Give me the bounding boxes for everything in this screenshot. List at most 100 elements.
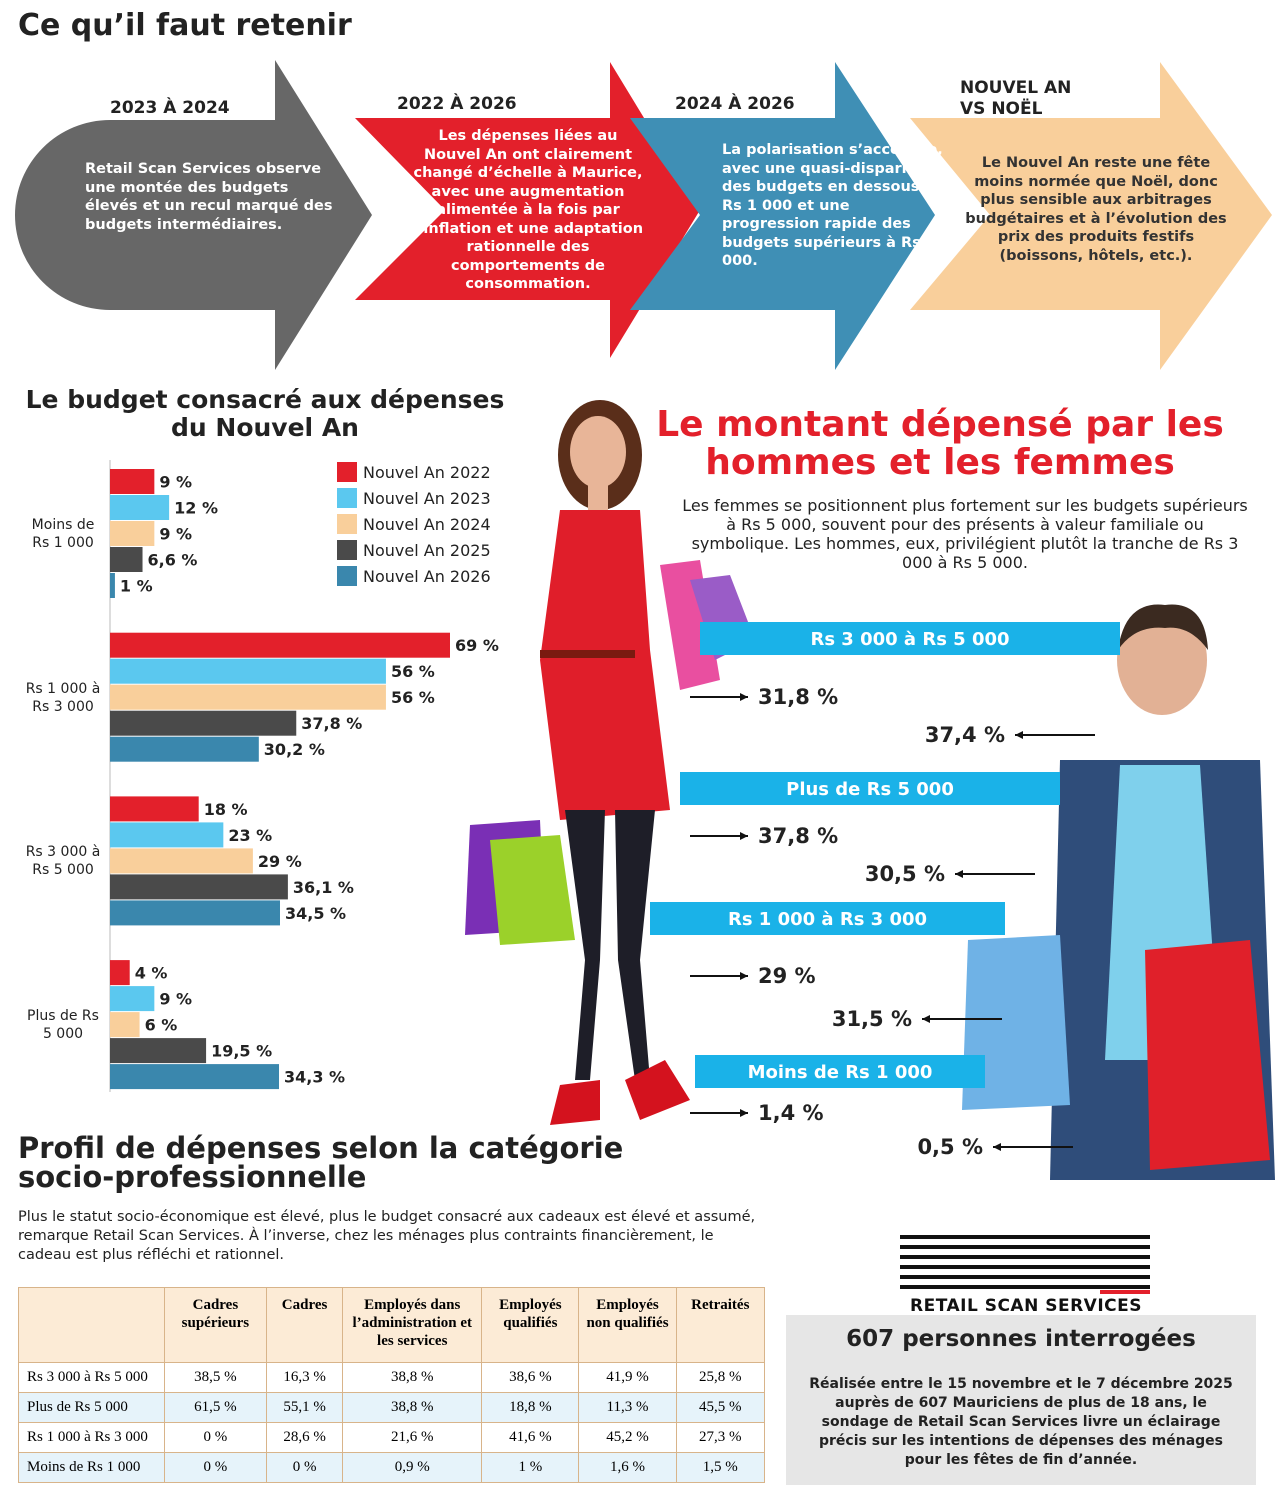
- category-label: Rs 1 000 à Rs 3 000: [728, 909, 927, 930]
- survey-text: Réalisée entre le 15 novembre et le 7 dé…: [809, 1376, 1233, 1468]
- table-cell: 0 %: [163, 1452, 267, 1483]
- legend-swatch: [337, 540, 357, 560]
- arrow-red: [355, 62, 700, 358]
- table-cell: 27,3 %: [675, 1422, 766, 1453]
- logo-text: RETAIL SCAN SERVICES: [910, 1296, 1142, 1316]
- table-cell: 0 %: [163, 1422, 267, 1453]
- arrow-text: Le Nouvel An reste une fête moins normée…: [965, 155, 1227, 264]
- table-cell: 45,5 %: [675, 1392, 766, 1423]
- value-label: 31,5 %: [832, 1007, 912, 1031]
- arrow-head: [740, 832, 748, 840]
- arrow-text: La polarisation s’accentue, avec une qua…: [722, 142, 945, 269]
- category-banner: [700, 622, 1120, 655]
- chart-title: Le budget consacré aux dépenses du Nouve…: [25, 385, 505, 442]
- column-header: Employés qualifiés: [481, 1287, 580, 1363]
- value-label: 0,5 %: [917, 1135, 983, 1159]
- value-label: 1 %: [120, 577, 153, 596]
- bar: [110, 1038, 207, 1064]
- table-cell: 21,6 %: [342, 1422, 483, 1453]
- arrow-peach: [910, 62, 1272, 370]
- table-cell: 45,2 %: [578, 1422, 677, 1453]
- table-cell: 1,5 %: [675, 1452, 766, 1483]
- row-label: Rs 1 000 à Rs 3 000: [18, 1422, 165, 1453]
- table-cell: 25,8 %: [675, 1362, 766, 1393]
- column-header: Retraités: [675, 1287, 766, 1363]
- bar: [110, 822, 224, 848]
- table-cell: 28,6 %: [265, 1422, 344, 1453]
- value-label: 29 %: [258, 852, 302, 871]
- row-label: Rs 3 000 à Rs 5 000: [18, 1362, 165, 1393]
- category-banner: [695, 1055, 985, 1088]
- arrow-head: [740, 693, 748, 701]
- category-banner: [680, 772, 1060, 805]
- arrow-head: [955, 870, 963, 878]
- bar: [110, 547, 143, 572]
- table-cell: 18,8 %: [481, 1392, 580, 1423]
- table-cell: 1 %: [481, 1452, 580, 1483]
- value-label: 9 %: [159, 990, 192, 1009]
- legend-label: Nouvel An 2026: [363, 567, 491, 586]
- legend-label: Nouvel An 2023: [363, 489, 491, 508]
- table-cell: 11,3 %: [578, 1392, 677, 1423]
- value-label: 34,5 %: [285, 904, 346, 923]
- value-label: 23 %: [228, 826, 272, 845]
- survey-box: [786, 1315, 1256, 1485]
- table-cell: 38,8 %: [342, 1392, 483, 1423]
- legend-label: Nouvel An 2022: [363, 463, 491, 482]
- table-cell: 61,5 %: [163, 1392, 267, 1423]
- value-label: 9 %: [159, 525, 192, 544]
- table-cell: 38,8 %: [342, 1362, 483, 1393]
- arrow-text: Retail Scan Services observe une montée …: [85, 161, 333, 233]
- table-cell: 55,1 %: [265, 1392, 344, 1423]
- legend-swatch: [337, 462, 357, 482]
- survey-title: 607 personnes interrogées: [846, 1326, 1196, 1352]
- category-label: Plus de Rs 5 000: [27, 1008, 99, 1043]
- value-label: 6,6 %: [148, 551, 198, 570]
- chart-title: Le montant dépensé par les hommes et les…: [656, 404, 1224, 483]
- bar: [110, 684, 386, 710]
- arrow-period: 2024 À 2026: [675, 94, 795, 114]
- row-label: Moins de Rs 1 000: [18, 1452, 165, 1483]
- category-label: Plus de Rs 5 000: [786, 779, 954, 800]
- data-table: Cadres supérieurs Cadres Employés dans l’a…: [18, 1287, 766, 1483]
- value-label: 29 %: [758, 964, 816, 988]
- arrow-period: NOUVEL AN VS NOËL: [960, 78, 1072, 119]
- chart-subtitle: Les femmes se positionnent plus fortemen…: [682, 496, 1248, 572]
- arrow-grey: [15, 60, 372, 370]
- column-header: Cadres supérieurs: [163, 1287, 267, 1363]
- table-cell: 0 %: [265, 1452, 344, 1483]
- arrow-blue: [630, 62, 935, 370]
- value-label: 34,3 %: [284, 1068, 345, 1087]
- value-label: 9 %: [159, 473, 192, 492]
- value-label: 69 %: [455, 636, 499, 655]
- bar: [110, 632, 450, 658]
- table-cell: 38,6 %: [481, 1362, 580, 1393]
- value-label: 1,4 %: [758, 1101, 824, 1125]
- table-cell: 16,3 %: [265, 1362, 344, 1393]
- value-label: 4 %: [135, 964, 168, 983]
- value-label: 31,8 %: [758, 685, 838, 709]
- bar: [110, 710, 297, 736]
- page-title: Ce qu’il faut retenir: [18, 8, 352, 43]
- category-label: Rs 3 000 à Rs 5 000: [25, 844, 101, 879]
- value-label: 30,2 %: [264, 740, 325, 759]
- category-banner: [650, 902, 1005, 935]
- legend-swatch: [337, 488, 357, 508]
- arrow-head: [922, 1015, 930, 1023]
- category-label: Moins de Rs 1 000: [31, 517, 95, 551]
- value-label: 37,8 %: [758, 824, 838, 848]
- category-label: Rs 1 000 à Rs 3 000: [25, 680, 101, 715]
- row-label: Plus de Rs 5 000: [18, 1392, 165, 1423]
- table-cell: 0,9 %: [342, 1452, 483, 1483]
- category-label: Rs 3 000 à Rs 5 000: [810, 629, 1009, 650]
- legend-label: Nouvel An 2024: [363, 515, 491, 534]
- value-label: 56 %: [391, 688, 435, 707]
- table-cell: 38,5 %: [163, 1362, 267, 1393]
- legend-swatch: [337, 566, 357, 586]
- column-header: Employés non qualifiés: [578, 1287, 677, 1363]
- arrow-period: 2023 À 2024: [110, 98, 230, 118]
- table-description: Plus le statut socio-économique est élev…: [18, 1209, 756, 1263]
- value-label: 12 %: [174, 499, 218, 518]
